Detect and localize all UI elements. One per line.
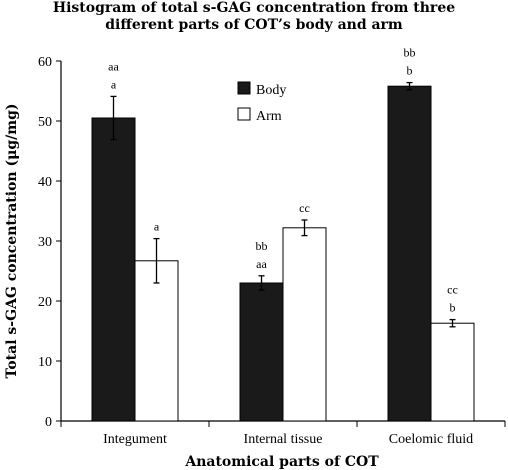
significance-label: b bbox=[450, 301, 456, 315]
y-tick-label: 60 bbox=[38, 55, 52, 70]
x-axis-title: Anatomical parts of COT bbox=[184, 454, 379, 470]
bars bbox=[91, 81, 475, 422]
chart-title-line-2: different parts of COT’s body and arm bbox=[105, 17, 403, 33]
legend-swatch-arm bbox=[237, 107, 251, 121]
labels: Integument Internal tissue Coelomic fluid a… bbox=[103, 46, 473, 447]
y-tick-label: 20 bbox=[38, 295, 52, 310]
significance-label: aa bbox=[256, 257, 267, 271]
y-tick-label: 50 bbox=[38, 115, 52, 130]
significance-label: cc bbox=[447, 283, 458, 297]
significance-label: b bbox=[407, 64, 413, 78]
bar-arm bbox=[282, 227, 327, 422]
bar-body bbox=[239, 282, 284, 422]
significance-label: a bbox=[154, 220, 160, 234]
bar-body bbox=[91, 117, 136, 422]
bar-arm bbox=[430, 322, 475, 422]
chart-title: Histogram of total s-GAG concentration f… bbox=[0, 0, 508, 34]
significance-label: bb bbox=[404, 46, 416, 60]
x-tick-label: Internal tissue bbox=[244, 432, 323, 447]
legend: Body Arm bbox=[237, 81, 286, 124]
legend-swatch-body bbox=[237, 81, 251, 95]
y-tick-label: 10 bbox=[38, 355, 52, 370]
y-tick-label: 0 bbox=[45, 415, 52, 430]
bar-body bbox=[387, 85, 432, 422]
chart-title-line-1: Histogram of total s-GAG concentration f… bbox=[52, 0, 456, 16]
y-tick-label: 30 bbox=[38, 235, 52, 250]
legend-label-arm: Arm bbox=[256, 109, 282, 124]
significance-label: cc bbox=[299, 201, 310, 215]
y-tick-label: 40 bbox=[38, 175, 52, 190]
significance-label: a bbox=[111, 77, 117, 91]
significance-label: aa bbox=[108, 59, 119, 73]
y-axis-title: Total s-GAG concentration (μg/mg) bbox=[4, 104, 20, 379]
legend-label-body: Body bbox=[256, 83, 286, 98]
x-tick-label: Integument bbox=[103, 432, 167, 447]
x-tick-label: Coelomic fluid bbox=[389, 432, 473, 447]
significance-label: bb bbox=[256, 239, 268, 253]
bar-arm bbox=[134, 260, 179, 422]
